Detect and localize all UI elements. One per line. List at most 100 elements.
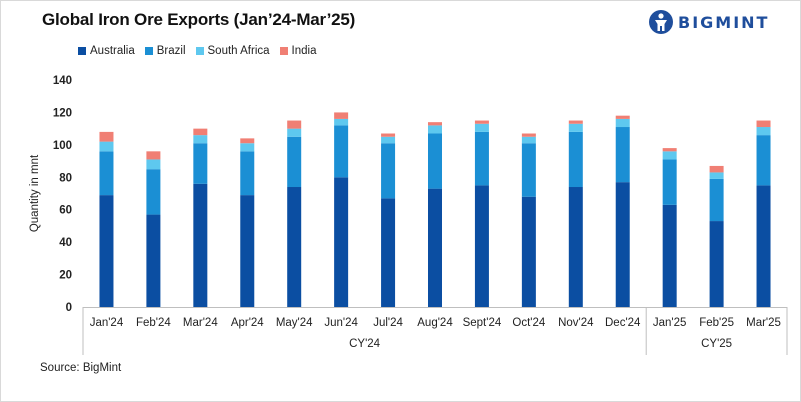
y-tick-label: 140 [53, 75, 72, 87]
bar-brazil-2 [146, 169, 161, 215]
bar-south-africa-10 [521, 136, 536, 144]
x-tick-label: Oct'24 [512, 317, 545, 329]
bar-brazil-11 [568, 131, 583, 188]
bar-brazil-4 [240, 151, 255, 196]
bar-australia-6 [334, 177, 349, 307]
bar-brazil-14 [709, 178, 724, 222]
bar-india-10 [521, 133, 536, 137]
bigmint-logo-text: BIGMINT [678, 12, 770, 32]
bar-australia-7 [381, 198, 396, 307]
bar-india-1 [99, 131, 114, 142]
legend-item-india: India [279, 45, 317, 57]
bar-australia-12 [615, 182, 630, 307]
bar-brazil-12 [615, 127, 630, 183]
bar-brazil-5 [287, 136, 302, 188]
bar-south-africa-11 [568, 123, 583, 132]
group-label: CY'25 [701, 338, 732, 350]
bar-south-africa-8 [428, 125, 442, 134]
bar-australia-3 [193, 183, 208, 307]
y-axis-label: Quantity in mnt [29, 154, 41, 232]
bigmint-logo-icon [649, 10, 673, 34]
x-tick-label: Mar'25 [746, 317, 781, 329]
x-tick-label: Nov'24 [558, 317, 594, 329]
legend-label-india: India [291, 45, 317, 57]
bar-brazil-3 [193, 143, 208, 184]
bar-australia-10 [521, 196, 536, 307]
x-tick-label: Aug'24 [417, 317, 453, 329]
bar-australia-13 [662, 204, 677, 307]
bar-india-15 [756, 120, 771, 128]
bar-india-11 [568, 120, 583, 124]
y-tick-label: 120 [53, 107, 72, 119]
bar-india-12 [615, 115, 630, 119]
bar-brazil-1 [99, 151, 114, 196]
group-label: CY'24 [349, 338, 381, 350]
bar-australia-14 [709, 221, 724, 307]
bar-australia-9 [474, 185, 489, 307]
bar-south-africa-2 [146, 159, 161, 170]
legend-swatch-brazil [144, 47, 153, 55]
bar-south-africa-5 [287, 128, 302, 137]
x-tick-label: May'24 [276, 317, 313, 329]
bar-australia-15 [756, 185, 771, 307]
legend-swatch-south-africa [195, 47, 204, 55]
bar-australia-5 [287, 187, 302, 307]
y-tick-label: 60 [59, 205, 72, 217]
bar-india-9 [474, 120, 489, 124]
bar-brazil-7 [381, 143, 396, 199]
y-tick-label: 40 [59, 237, 72, 249]
x-tick-label: Jan'24 [90, 317, 124, 329]
bar-india-13 [662, 148, 677, 152]
x-tick-label: Mar'24 [183, 317, 218, 329]
bar-brazil-10 [521, 143, 536, 197]
bar-india-3 [193, 128, 208, 136]
bar-brazil-8 [428, 133, 442, 189]
legend-item-south-africa: South Africa [195, 45, 270, 57]
x-tick-label: Feb'25 [699, 317, 734, 329]
source-note: Source: BigMint [40, 362, 122, 374]
bar-brazil-6 [334, 125, 349, 178]
bar-brazil-9 [474, 131, 489, 186]
bar-india-7 [381, 133, 396, 137]
bar-australia-4 [240, 195, 255, 307]
bar-south-africa-3 [193, 135, 208, 144]
y-tick-label: 100 [53, 140, 72, 152]
legend-label-brazil: Brazil [156, 45, 186, 57]
legend-label-australia: Australia [90, 45, 135, 57]
bar-south-africa-9 [474, 123, 489, 132]
y-tick-label: 80 [59, 172, 72, 184]
bar-india-2 [146, 151, 161, 160]
legend-label-south-africa: South Africa [207, 45, 270, 57]
x-tick-label: Apr'24 [231, 317, 264, 329]
bar-south-africa-13 [662, 151, 677, 160]
x-tick-label: Feb'24 [136, 317, 171, 329]
x-tick-label: Dec'24 [605, 317, 641, 329]
bar-south-africa-7 [381, 136, 396, 144]
x-tick-label: Jun'24 [324, 317, 358, 329]
x-tick-label: Sept'24 [463, 317, 502, 329]
bar-australia-8 [428, 188, 442, 307]
bar-india-5 [287, 120, 302, 129]
bar-australia-2 [146, 214, 161, 307]
bar-india-4 [240, 138, 255, 144]
bar-india-8 [428, 122, 442, 126]
legend-item-australia: Australia [78, 45, 135, 57]
y-tick-label: 0 [66, 302, 72, 314]
legend-swatch-india [279, 47, 288, 55]
bar-south-africa-12 [615, 118, 630, 128]
bar-australia-1 [99, 195, 114, 307]
legend-swatch-australia [78, 47, 86, 55]
bigmint-logo: BIGMINT [648, 9, 769, 35]
bar-south-africa-15 [756, 127, 771, 136]
bar-australia-11 [568, 187, 583, 307]
x-tick-label: Jul'24 [373, 317, 403, 329]
bar-brazil-13 [662, 159, 677, 205]
bar-south-africa-1 [99, 141, 114, 152]
bar-india-14 [709, 165, 724, 173]
bar-brazil-15 [756, 135, 771, 186]
chart-legend: Australia Brazil South Africa India [78, 45, 326, 57]
bar-south-africa-6 [334, 118, 349, 126]
bar-south-africa-14 [709, 172, 724, 179]
y-tick-label: 20 [59, 270, 72, 282]
